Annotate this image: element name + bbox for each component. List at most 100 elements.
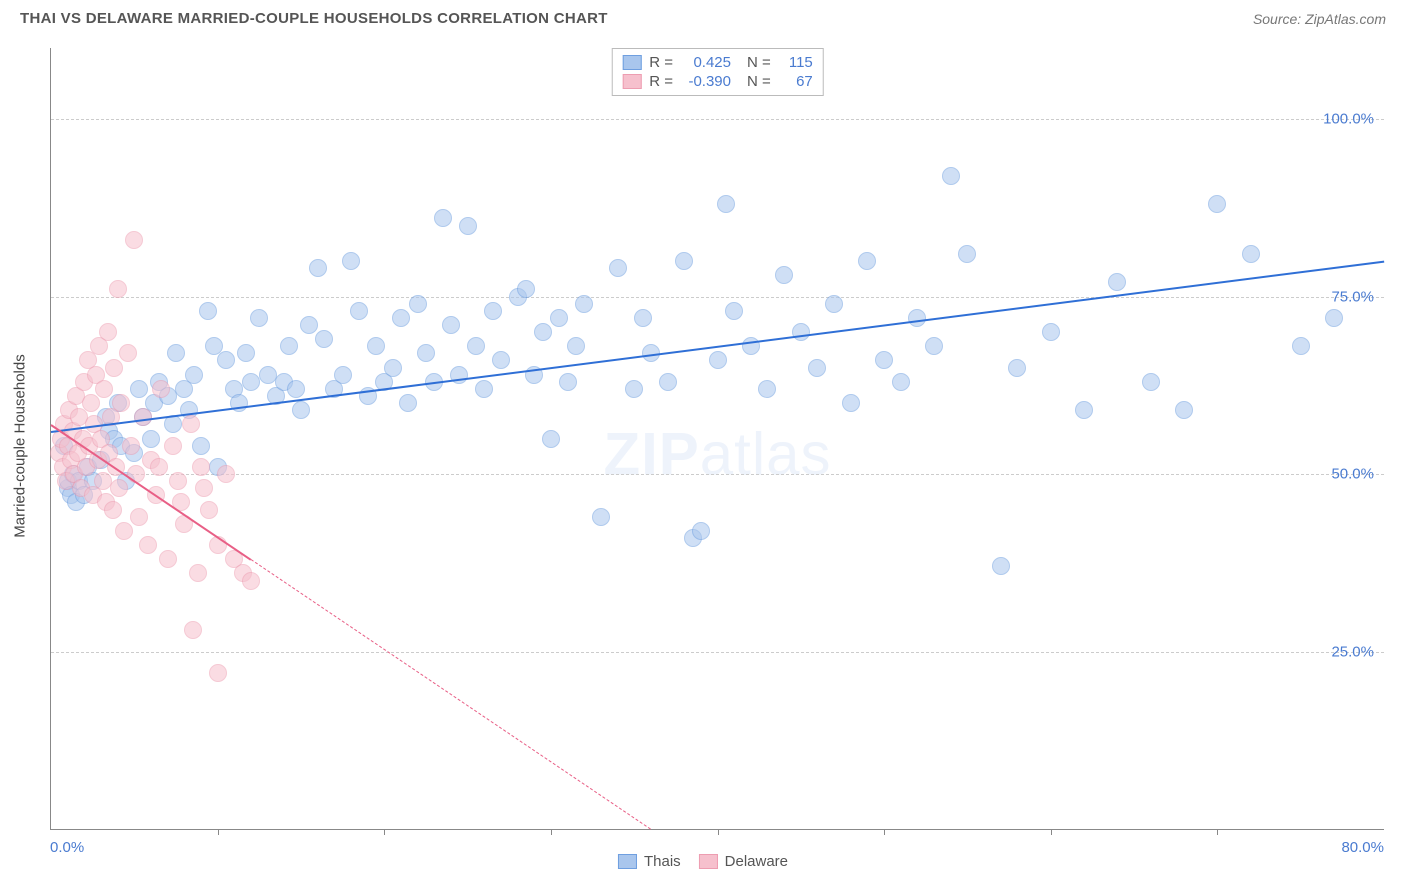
scatter-point bbox=[1008, 359, 1026, 377]
scatter-point bbox=[367, 337, 385, 355]
legend-n-label: N = bbox=[747, 54, 771, 71]
scatter-point bbox=[152, 380, 170, 398]
scatter-point bbox=[1242, 245, 1260, 263]
scatter-point bbox=[659, 373, 677, 391]
scatter-point bbox=[350, 302, 368, 320]
scatter-point bbox=[725, 302, 743, 320]
gridline-h bbox=[51, 297, 1384, 298]
scatter-point bbox=[109, 280, 127, 298]
scatter-point bbox=[775, 266, 793, 284]
scatter-point bbox=[237, 344, 255, 362]
scatter-point bbox=[105, 359, 123, 377]
x-min-label: 0.0% bbox=[50, 839, 84, 856]
scatter-point bbox=[1325, 309, 1343, 327]
source-label: Source: ZipAtlas.com bbox=[1253, 11, 1386, 27]
scatter-point bbox=[842, 394, 860, 412]
scatter-point bbox=[925, 337, 943, 355]
scatter-point bbox=[392, 309, 410, 327]
legend-n-value: 67 bbox=[779, 73, 813, 90]
scatter-point bbox=[434, 209, 452, 227]
scatter-point bbox=[242, 373, 260, 391]
scatter-point bbox=[1108, 273, 1126, 291]
scatter-point bbox=[609, 259, 627, 277]
x-max-label: 80.0% bbox=[1341, 839, 1384, 856]
scatter-point bbox=[1292, 337, 1310, 355]
legend-bottom: ThaisDelaware bbox=[618, 853, 788, 870]
scatter-point bbox=[1175, 401, 1193, 419]
x-tick bbox=[218, 829, 219, 835]
scatter-point bbox=[169, 472, 187, 490]
scatter-point bbox=[119, 344, 137, 362]
scatter-point bbox=[185, 366, 203, 384]
scatter-point bbox=[792, 323, 810, 341]
scatter-point bbox=[217, 351, 235, 369]
scatter-point bbox=[409, 295, 427, 313]
x-tick bbox=[718, 829, 719, 835]
scatter-point bbox=[189, 564, 207, 582]
scatter-point bbox=[534, 323, 552, 341]
legend-correlation-box: R = 0.425 N = 115R = -0.390 N = 67 bbox=[611, 48, 824, 96]
scatter-point bbox=[592, 508, 610, 526]
gridline-h bbox=[51, 474, 1384, 475]
legend-r-value: 0.425 bbox=[681, 54, 731, 71]
legend-item: Delaware bbox=[699, 853, 788, 870]
y-tick-label: 100.0% bbox=[1323, 111, 1374, 128]
scatter-point bbox=[625, 380, 643, 398]
scatter-point bbox=[250, 309, 268, 327]
scatter-point bbox=[399, 394, 417, 412]
scatter-point bbox=[908, 309, 926, 327]
gridline-h bbox=[51, 119, 1384, 120]
chart-title: THAI VS DELAWARE MARRIED-COUPLE HOUSEHOL… bbox=[20, 10, 608, 27]
scatter-point bbox=[542, 430, 560, 448]
scatter-point bbox=[130, 380, 148, 398]
scatter-point bbox=[110, 479, 128, 497]
scatter-point bbox=[567, 337, 585, 355]
legend-swatch bbox=[622, 55, 641, 70]
scatter-point bbox=[130, 508, 148, 526]
scatter-point bbox=[122, 437, 140, 455]
scatter-point bbox=[1142, 373, 1160, 391]
scatter-point bbox=[958, 245, 976, 263]
scatter-point bbox=[825, 295, 843, 313]
scatter-point bbox=[134, 408, 152, 426]
y-tick-label: 75.0% bbox=[1331, 288, 1374, 305]
scatter-point bbox=[95, 380, 113, 398]
x-tick bbox=[1051, 829, 1052, 835]
scatter-point bbox=[315, 330, 333, 348]
legend-n-value: 115 bbox=[779, 54, 813, 71]
scatter-point bbox=[942, 167, 960, 185]
y-tick-label: 50.0% bbox=[1331, 466, 1374, 483]
scatter-point bbox=[125, 231, 143, 249]
scatter-point bbox=[1042, 323, 1060, 341]
legend-row: R = -0.390 N = 67 bbox=[622, 72, 813, 91]
scatter-point bbox=[1208, 195, 1226, 213]
scatter-point bbox=[309, 259, 327, 277]
legend-r-label: R = bbox=[649, 73, 673, 90]
scatter-point bbox=[300, 316, 318, 334]
legend-r-value: -0.390 bbox=[681, 73, 731, 90]
scatter-point bbox=[517, 280, 535, 298]
gridline-h bbox=[51, 652, 1384, 653]
scatter-point bbox=[467, 337, 485, 355]
scatter-point bbox=[492, 351, 510, 369]
scatter-point bbox=[195, 479, 213, 497]
scatter-point bbox=[384, 359, 402, 377]
scatter-point bbox=[159, 550, 177, 568]
scatter-point bbox=[139, 536, 157, 554]
scatter-point bbox=[292, 401, 310, 419]
scatter-point bbox=[334, 366, 352, 384]
scatter-point bbox=[858, 252, 876, 270]
scatter-point bbox=[550, 309, 568, 327]
scatter-point bbox=[192, 458, 210, 476]
scatter-point bbox=[199, 302, 217, 320]
scatter-point bbox=[259, 366, 277, 384]
scatter-point bbox=[167, 344, 185, 362]
scatter-point bbox=[559, 373, 577, 391]
legend-n-label: N = bbox=[747, 73, 771, 90]
scatter-point bbox=[484, 302, 502, 320]
scatter-point bbox=[99, 323, 117, 341]
y-axis-label: Married-couple Households bbox=[12, 354, 29, 537]
scatter-point bbox=[575, 295, 593, 313]
scatter-point bbox=[459, 217, 477, 235]
legend-label: Delaware bbox=[725, 853, 788, 870]
